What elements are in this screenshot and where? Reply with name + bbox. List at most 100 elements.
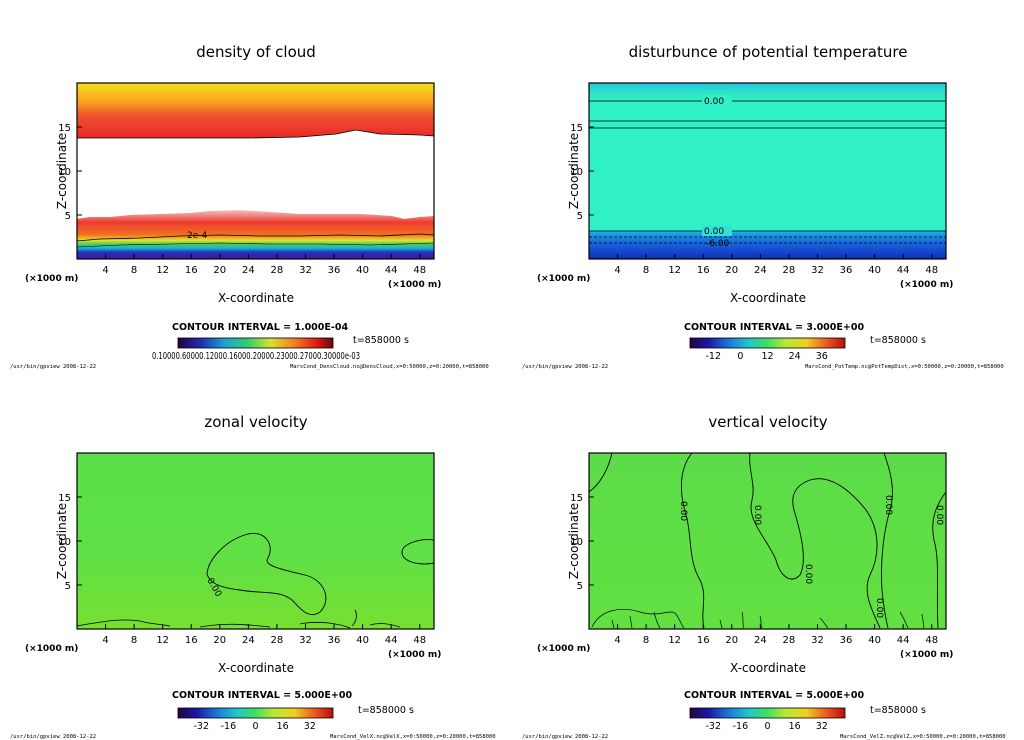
y-tick-label: 5	[65, 211, 71, 222]
x-axis: 4 8 12 16 20 24 28 32 36 40 44 48	[614, 254, 938, 276]
x-tick-label: 40	[356, 635, 369, 646]
x-tick-label: 16	[697, 265, 710, 276]
x-tick-label: 36	[840, 265, 853, 276]
x-axis-label: X-coordinate	[730, 291, 806, 305]
footer-right: MarsCond_VelX.nc@VelX,x=0:50000,z=0:2000…	[330, 734, 496, 740]
contour-line	[932, 491, 947, 629]
plot-area: 0.00 0.00 0.00 0.00 0.00 0.00	[588, 452, 947, 630]
x-tick-label: 32	[299, 265, 312, 276]
x-tick-label: 16	[697, 635, 710, 646]
x-tick-label: 20	[213, 635, 226, 646]
y-axis-label: Z-coordinate	[55, 133, 69, 209]
contour-line	[588, 452, 613, 493]
x-axis: 4 8 12 16 20 24 28 32 36 40 44 48	[102, 624, 426, 646]
x-axis: 4 8 12 16 20 24 28 32 36 40 44 48	[614, 624, 938, 646]
x-tick-label: 28	[783, 265, 796, 276]
contour-interval: CONTOUR INTERVAL = 5.000E+00	[172, 690, 352, 701]
colorbar-labels: 0.10000.60000.12000.16000.20000.23000.27…	[152, 351, 360, 362]
x-tick-label: 36	[328, 635, 341, 646]
chart-title: zonal velocity	[204, 413, 307, 431]
x-unit-label: (×1000 m)	[388, 280, 441, 290]
y-tick-label: 10	[58, 537, 71, 548]
footer-left: /usr/bin/gpview 2008-12-22	[522, 364, 608, 370]
y-tick-label: 15	[58, 493, 71, 504]
plot-background	[589, 83, 946, 259]
x-tick-label: 8	[131, 265, 137, 276]
x-tick-label: 44	[385, 635, 398, 646]
x-tick-label: 24	[242, 265, 255, 276]
y-tick-label: 10	[58, 167, 71, 178]
x-tick-label: 48	[925, 635, 938, 646]
x-tick-label: 48	[413, 635, 426, 646]
contour-line	[76, 609, 401, 629]
colorbar-tick-label: 24	[789, 351, 801, 362]
y-tick-label: 5	[577, 211, 583, 222]
x-tick-label: 44	[385, 265, 398, 276]
y-axis-label: Z-coordinate	[55, 503, 69, 579]
x-unit-label: (×1000 m)	[25, 644, 78, 654]
plot-background	[77, 453, 434, 629]
x-unit-label: (×1000 m)	[900, 650, 953, 660]
footer-left: /usr/bin/gpview 2008-12-22	[522, 734, 608, 740]
plot-area: 0.00 0.00 -6.00	[588, 82, 947, 260]
contour-label: 0.00	[874, 598, 884, 618]
colorbar-tick-label: 0	[737, 351, 743, 362]
x-tick-label: 32	[299, 635, 312, 646]
x-tick-label: 4	[614, 265, 620, 276]
colorbar-tick-label: 12	[761, 351, 773, 362]
x-tick-label: 16	[185, 635, 198, 646]
contour-label: 0.00	[803, 564, 813, 584]
time-label: t=858000 s	[353, 335, 409, 346]
x-tick-label: 12	[668, 635, 681, 646]
x-tick-label: 20	[213, 265, 226, 276]
time-label: t=858000 s	[870, 705, 926, 716]
x-tick-label: 28	[783, 635, 796, 646]
colorbar-tick-label: 32	[304, 721, 316, 732]
x-unit-label: (×1000 m)	[25, 274, 78, 284]
plot-area: 0.00	[76, 452, 435, 630]
contour-interval: CONTOUR INTERVAL = 3.000E+00	[684, 322, 864, 333]
contour-line	[206, 532, 327, 616]
panel-vertical-velocity: vertical velocity 0.00 0.00 0.00 0.00 0.…	[522, 413, 1006, 740]
x-axis-label: X-coordinate	[218, 291, 294, 305]
y-tick-label: 15	[58, 123, 71, 134]
chart-title: density of cloud	[196, 43, 316, 61]
y-tick-label: 10	[570, 167, 583, 178]
x-unit-label: (×1000 m)	[537, 274, 590, 284]
x-unit-label: (×1000 m)	[537, 644, 590, 654]
x-tick-label: 20	[725, 635, 738, 646]
x-tick-label: 44	[897, 265, 910, 276]
footer-right: MarsCond_VelZ.nc@VelZ,x=0:50000,z=0:2000…	[840, 734, 1006, 740]
colorbar-tick-label: -16	[733, 721, 749, 732]
y-axis: 5 10 15	[570, 123, 594, 222]
contour-interval: CONTOUR INTERVAL = 5.000E+00	[684, 690, 864, 701]
x-tick-label: 4	[102, 635, 108, 646]
x-tick-label: 16	[185, 265, 198, 276]
x-tick-label: 8	[643, 265, 649, 276]
colorbar-tick-label: -32	[193, 721, 209, 732]
x-tick-label: 40	[868, 265, 881, 276]
colorbar-ticks: -32 -16 0 16 32	[705, 721, 827, 732]
x-tick-label: 8	[643, 635, 649, 646]
contour-line	[77, 129, 435, 139]
x-tick-label: 40	[868, 635, 881, 646]
colorbar-tick-label: 16	[277, 721, 289, 732]
colorbar-tick-label: 16	[789, 721, 801, 732]
x-tick-label: 40	[356, 265, 369, 276]
x-tick-label: 48	[925, 265, 938, 276]
colorbar	[177, 707, 334, 719]
temperature-lower-band	[589, 231, 946, 259]
x-tick-label: 24	[242, 635, 255, 646]
cloud-upper-layer	[77, 83, 434, 138]
x-tick-label: 24	[754, 265, 767, 276]
time-label: t=858000 s	[358, 705, 414, 716]
colorbar-tick-label: 0	[252, 721, 258, 732]
colorbar	[177, 337, 334, 349]
contour-line	[76, 242, 435, 248]
x-tick-label: 36	[328, 265, 341, 276]
x-tick-label: 44	[897, 635, 910, 646]
x-axis-label: X-coordinate	[218, 661, 294, 675]
x-tick-label: 4	[614, 635, 620, 646]
x-tick-label: 28	[271, 265, 284, 276]
